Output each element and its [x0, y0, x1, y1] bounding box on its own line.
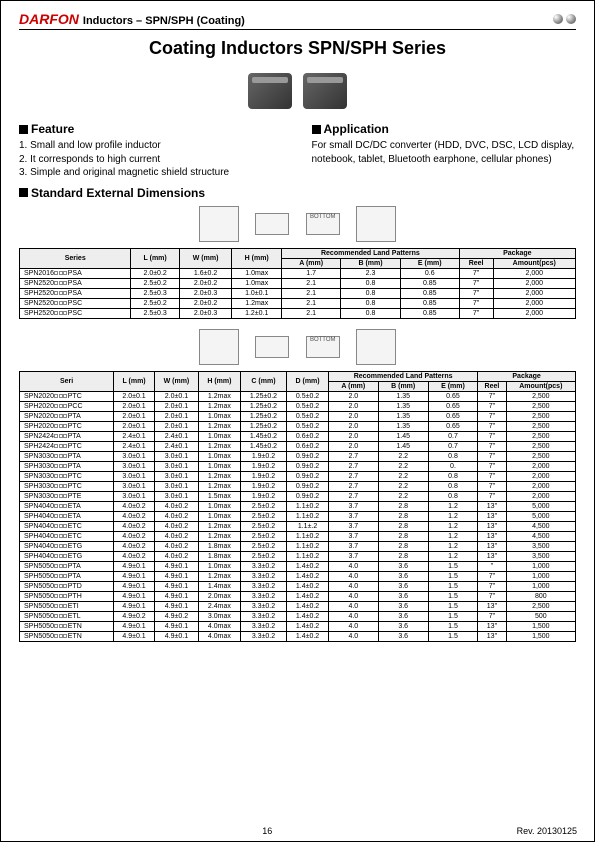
table-row: SPH3030PTC3.0±0.13.0±0.11.2max1.9±0.20.9… — [20, 481, 576, 491]
table-row: SPH2020PCC2.0±0.12.0±0.11.2max1.25±0.20.… — [20, 401, 576, 411]
table-row: SPN3030PTC3.0±0.13.0±0.11.2max1.9±0.20.9… — [20, 471, 576, 481]
square-bullet-icon — [19, 188, 28, 197]
col-e: E (mm) — [400, 258, 459, 268]
col-e: E (mm) — [428, 381, 477, 391]
col-rec: Recommended Land Patterns — [328, 371, 477, 381]
table-row: SPN2020PTA2.0±0.12.0±0.11.0max1.25±0.20.… — [20, 411, 576, 421]
col-seri: Seri — [20, 371, 114, 391]
col-amt: Amount(pcs) — [506, 381, 575, 391]
diagram-icon — [199, 329, 239, 365]
square-bullet-icon — [312, 125, 321, 134]
col-rec: Recommended Land Patterns — [282, 248, 460, 258]
diagram-icon — [255, 213, 289, 235]
footer: 16 Rev. 20130125 — [0, 826, 595, 836]
col-reel: Reel — [459, 258, 493, 268]
diagram-icon: BOTTOM — [306, 213, 340, 235]
col-a: A (mm) — [282, 258, 341, 268]
col-amt: Amount(pcs) — [493, 258, 575, 268]
table-row: SPN2020PTC2.0±0.12.0±0.11.2max1.25±0.20.… — [20, 391, 576, 401]
revision: Rev. 20130125 — [517, 826, 577, 836]
header: DARFON Inductors – SPN/SPH (Coating) — [19, 11, 576, 30]
col-l: L (mm) — [131, 248, 179, 268]
dimension-diagrams: BOTTOM — [19, 206, 576, 242]
logo: DARFON — [19, 11, 79, 27]
dimension-diagrams-2: BOTTOM — [19, 329, 576, 365]
inductor-image-icon — [303, 73, 347, 109]
product-images — [19, 73, 576, 114]
page-number: 16 — [262, 826, 272, 836]
diagram-icon — [255, 336, 289, 358]
col-series: Series — [20, 248, 131, 268]
table-row: SPH5050ETN4.9±0.14.9±0.14.0max3.3±0.21.4… — [20, 621, 576, 631]
col-a: A (mm) — [328, 381, 378, 391]
feature-list: 1. Small and low profile inductor 2. It … — [19, 139, 284, 180]
table-row: SPN4040ETG4.0±0.24.0±0.21.8max2.5±0.21.1… — [20, 541, 576, 551]
table-row: SPH2520PSA2.5±0.32.0±0.31.0±0.12.10.80.8… — [20, 288, 576, 298]
table-row: SPH5050PTA4.9±0.14.9±0.11.2max3.3±0.21.4… — [20, 571, 576, 581]
table-row: SPH3030PTA3.0±0.13.0±0.11.0max1.9±0.20.9… — [20, 461, 576, 471]
feature-heading: Feature — [19, 122, 284, 136]
col-b: B (mm) — [378, 381, 428, 391]
table-row: SPN3030PTE3.0±0.13.0±0.11.5max1.9±0.20.9… — [20, 491, 576, 501]
page-title: Coating Inductors SPN/SPH Series — [19, 38, 576, 59]
diagram-icon — [356, 329, 396, 365]
table-row: SPN5050PTD4.9±0.14.9±0.11.4max3.3±0.21.4… — [20, 581, 576, 591]
table-row: SPN5050ETI4.9±0.14.9±0.12.4max3.3±0.21.4… — [20, 601, 576, 611]
dimensions-heading: Standard External Dimensions — [19, 186, 576, 200]
square-bullet-icon — [19, 125, 28, 134]
col-pkg: Package — [478, 371, 576, 381]
col-l: L (mm) — [114, 371, 155, 391]
header-title: Inductors – SPN/SPH (Coating) — [83, 15, 245, 27]
inductor-image-icon — [248, 73, 292, 109]
table-row: SPH4040ETA4.0±0.24.0±0.21.0max2.5±0.21.1… — [20, 511, 576, 521]
col-h: H (mm) — [198, 371, 240, 391]
col-c: C (mm) — [240, 371, 286, 391]
table-row: SPN4040ETA4.0±0.24.0±0.21.0max2.5±0.21.1… — [20, 501, 576, 511]
dimension-table-1: Series L (mm) W (mm) H (mm) Recommended … — [19, 248, 576, 319]
diagram-icon — [199, 206, 239, 242]
table-row: SPN2520PSC2.5±0.22.0±0.21.2max2.10.80.85… — [20, 298, 576, 308]
table-row: SPN3030PTA3.0±0.13.0±0.11.0max1.9±0.20.9… — [20, 451, 576, 461]
table-row: SPH4040ETC4.0±0.24.0±0.21.2max2.5±0.21.1… — [20, 531, 576, 541]
table-row: SPH2020PTC2.0±0.12.0±0.11.2max1.25±0.20.… — [20, 421, 576, 431]
table-row: SPN5050PTA4.9±0.14.9±0.11.0max3.3±0.21.4… — [20, 561, 576, 571]
table-row: SPN2520PSA2.5±0.22.0±0.21.0max2.10.80.85… — [20, 278, 576, 288]
table-row: SPH4040ETG4.0±0.24.0±0.21.8max2.5±0.21.1… — [20, 551, 576, 561]
col-h: H (mm) — [232, 248, 282, 268]
col-b: B (mm) — [341, 258, 401, 268]
application-text: For small DC/DC converter (HDD, DVC, DSC… — [312, 139, 577, 166]
diagram-icon: BOTTOM — [306, 336, 340, 358]
table-row: SPN5050ETN4.9±0.14.9±0.14.0max3.3±0.21.4… — [20, 631, 576, 641]
col-w: W (mm) — [179, 248, 231, 268]
dimension-table-2: Seri L (mm) W (mm) H (mm) C (mm) D (mm) … — [19, 371, 576, 642]
table-row: SPN5050ETL4.9±0.24.9±0.23.0max3.3±0.21.4… — [20, 611, 576, 621]
table-row: SPH2520PSC2.5±0.32.0±0.31.2±0.12.10.80.8… — [20, 308, 576, 318]
table-row: SPN4040ETC4.0±0.24.0±0.21.2max2.5±0.21.1… — [20, 521, 576, 531]
table-row: SPN5050PTH4.9±0.14.9±0.12.0max3.3±0.21.4… — [20, 591, 576, 601]
col-w: W (mm) — [154, 371, 198, 391]
application-heading: Application — [312, 122, 577, 136]
feature-item: 2. It corresponds to high current — [19, 153, 284, 167]
feature-item: 3. Simple and original magnetic shield s… — [19, 166, 284, 180]
feature-item: 1. Small and low profile inductor — [19, 139, 284, 153]
header-dots-icon — [553, 14, 576, 24]
col-pkg: Package — [459, 248, 575, 258]
col-d: D (mm) — [287, 371, 329, 391]
table-row: SPN2016PSA2.0±0.21.6±0.21.0max1.72.30.67… — [20, 268, 576, 278]
col-reel: Reel — [478, 381, 506, 391]
table-row: SPN2424PTA2.4±0.12.4±0.11.0max1.45±0.20.… — [20, 431, 576, 441]
diagram-icon — [356, 206, 396, 242]
table-row: SPH2424PTC2.4±0.12.4±0.11.2max1.45±0.20.… — [20, 441, 576, 451]
